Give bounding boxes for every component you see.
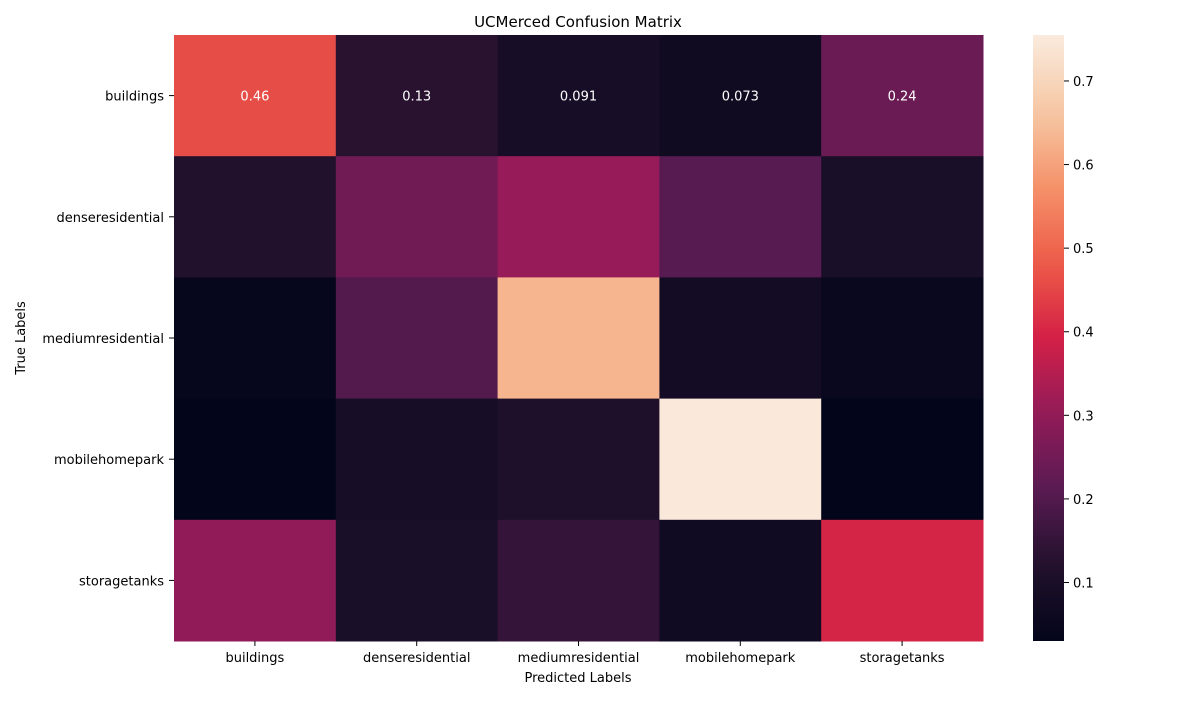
y-axis-label: True Labels [14,301,29,376]
y-tick-label: buildings [105,90,164,105]
cell-annotations: 0.46 0.13 0.091 0.073 0.24 [240,90,916,105]
y-tick-label: mobilehomepark [54,453,165,468]
heatmap-cell [174,277,337,400]
heatmap-cell [821,35,984,157]
x-axis-label: Predicted Labels [524,671,631,686]
cell-annotation: 0.073 [722,90,759,105]
y-axis-ticks: buildings denseresidential mediumresidenti… [42,90,174,589]
colorbar-tick-label: 0.2 [1073,493,1094,508]
colorbar-tick-label: 0.3 [1073,409,1094,424]
heatmap-cell [174,398,337,521]
y-tick-label: denseresidential [57,211,164,226]
x-tick-label: buildings [225,651,284,666]
heatmap-cell [497,519,660,642]
cell-annotation: 0.24 [888,90,917,105]
heatmap-cell [821,277,984,400]
x-tick-label: storagetanks [860,651,945,666]
heatmap-cell [335,398,499,521]
x-axis-ticks: buildings denseresidential mediumresidenti… [225,641,945,666]
colorbar-tick-label: 0.1 [1073,576,1094,591]
cell-annotation: 0.091 [560,90,597,105]
heatmap-cell [335,277,499,400]
heatmap-cell [335,519,499,642]
cell-annotation: 0.13 [402,90,431,105]
heatmap-cell [659,156,822,278]
heatmap-cell [497,398,660,521]
x-tick-label: mediumresidential [518,651,640,666]
heatmap-cell [174,35,337,157]
heatmap-cell [335,35,499,157]
heatmap-cell [659,398,822,521]
heatmap-cell [659,277,822,400]
x-tick-label: mobilehomepark [685,651,796,666]
heatmap-cell [659,519,822,642]
heatmap-cell [497,156,660,278]
colorbar-ticks: 0.1 0.2 0.3 0.4 0.5 0.6 0.7 [1064,75,1094,591]
heatmap-cell [497,35,660,157]
heatmap-cell [821,156,984,278]
cell-annotation: 0.46 [240,90,269,105]
colorbar [1033,35,1064,641]
heatmap-cell [821,398,984,521]
y-tick-label: storagetanks [79,574,164,589]
heatmap-cells [174,35,984,642]
y-tick-label: mediumresidential [42,332,164,347]
heatmap-cell [174,156,337,278]
colorbar-tick-label: 0.5 [1073,242,1094,257]
heatmap-cell [497,277,660,400]
heatmap-cell [335,156,499,278]
heatmap-cell [174,519,337,642]
heatmap-cell [659,35,822,157]
colorbar-tick-label: 0.7 [1073,75,1094,90]
chart-title: UCMerced Confusion Matrix [474,13,682,31]
x-tick-label: denseresidential [363,651,470,666]
heatmap-cell [821,519,984,642]
colorbar-tick-label: 0.4 [1073,326,1094,341]
colorbar-tick-label: 0.6 [1073,159,1094,174]
